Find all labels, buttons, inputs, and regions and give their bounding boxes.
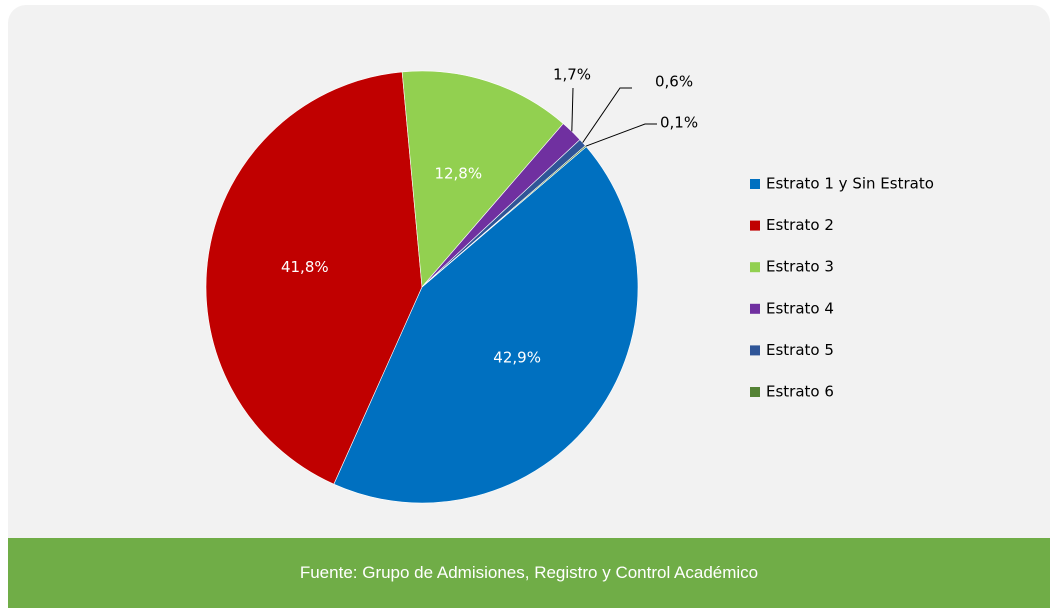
legend-swatch bbox=[750, 220, 760, 231]
leader-line bbox=[585, 123, 657, 147]
legend-swatch bbox=[750, 262, 760, 273]
data-label: 12,8% bbox=[434, 164, 482, 182]
footer: Fuente: Grupo de Admisiones, Registro y … bbox=[8, 538, 1050, 608]
data-label: 41,8% bbox=[281, 258, 329, 276]
data-label: 0,1% bbox=[660, 114, 698, 132]
data-label: 0,6% bbox=[655, 73, 693, 91]
pie-slice bbox=[401, 70, 564, 288]
pie-slice bbox=[333, 146, 639, 504]
legend-swatch bbox=[750, 345, 760, 356]
legend-label: Estrato 3 bbox=[766, 258, 834, 276]
leader-line bbox=[571, 87, 574, 132]
legend-label: Estrato 5 bbox=[766, 341, 834, 359]
legend-label: Estrato 4 bbox=[766, 299, 834, 317]
legend-label: Estrato 1 y Sin Estrato bbox=[766, 175, 934, 193]
data-label: 1,7% bbox=[553, 66, 591, 84]
legend-swatch bbox=[750, 179, 760, 189]
leader-line bbox=[582, 87, 632, 143]
legend-label: Estrato 6 bbox=[766, 383, 834, 401]
pie-slice bbox=[205, 71, 423, 485]
legend-swatch bbox=[750, 387, 760, 397]
legend-label: Estrato 2 bbox=[766, 216, 834, 234]
data-label: 42,9% bbox=[493, 349, 541, 367]
legend-swatch bbox=[750, 303, 760, 314]
